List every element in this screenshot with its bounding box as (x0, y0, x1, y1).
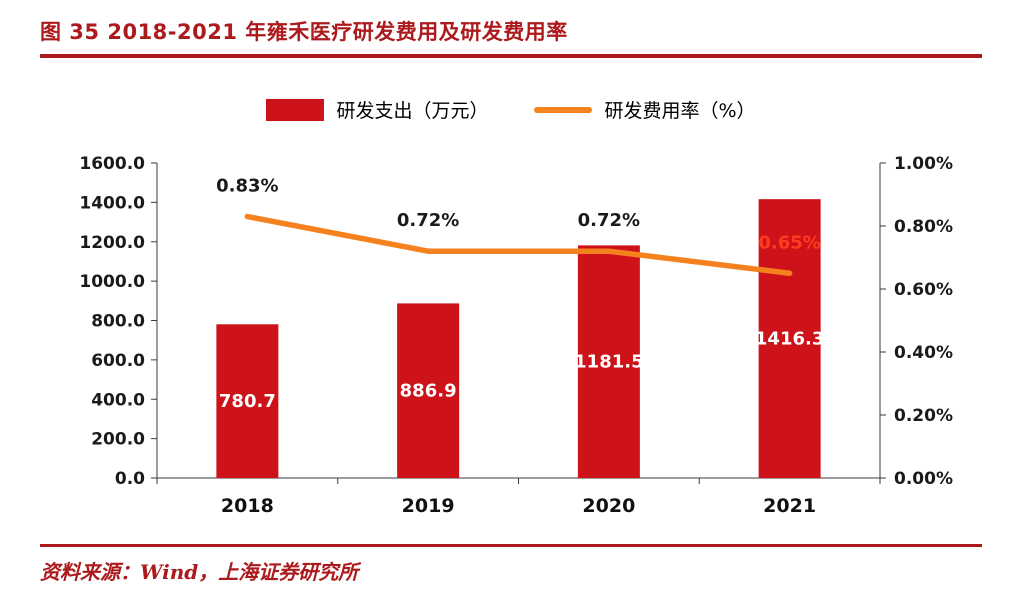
footer-divider (40, 544, 982, 547)
left-axis-tick-label: 1600.0 (79, 154, 145, 174)
line-series (244, 213, 793, 276)
title-divider (40, 54, 982, 58)
legend-item-bar-series: 研发支出（万元） (266, 96, 488, 123)
right-axis-tick-label: 1.00% (894, 154, 953, 174)
bar-value-label: 1181.5 (574, 352, 643, 373)
chart-canvas: 0.0 200.0 400.0 600.0 800.0 1000.0 1200.0 1400.… (79, 154, 953, 517)
figure-title: 图 35 2018-2021 年雍禾医疗研发费用及研发费用率 (40, 20, 568, 44)
right-axis-tick-label: 0.80% (894, 217, 953, 237)
bar-series-swatch (266, 98, 325, 121)
line-series-swatch (534, 106, 593, 113)
bar-value-label: 1416.3 (755, 329, 824, 350)
bar-value-label: 886.9 (400, 381, 457, 402)
x-axis-category-label: 2018 (221, 495, 274, 517)
right-axis-tick-label: 0.20% (894, 406, 953, 426)
line-point-label: 0.83% (216, 176, 278, 197)
chart-legend: 研发支出（万元） 研发费用率（%） (0, 96, 1022, 123)
bar-2019 (397, 303, 460, 478)
bar-value-label: 780.7 (219, 391, 276, 412)
chart: 0.0 200.0 400.0 600.0 800.0 1000.0 1200.0 1400.… (40, 148, 980, 530)
bar-2021 (758, 199, 821, 478)
bar-2018 (216, 324, 279, 478)
line-series-label: 研发费用率（%） (604, 100, 756, 122)
line-point-label: 0.65% (758, 232, 820, 253)
left-axis-tick-label: 1000.0 (79, 272, 145, 292)
right-axis-tick-label: 0.60% (894, 280, 953, 300)
line-point-label: 0.72% (578, 210, 640, 231)
right-axis-tick-label: 0.40% (894, 343, 953, 363)
left-axis-tick-label: 200.0 (91, 430, 145, 450)
left-axis-tick-label: 600.0 (91, 351, 145, 371)
left-axis-tick-label: 0.0 (115, 469, 145, 489)
left-axis-tick-label: 400.0 (91, 390, 145, 410)
x-axis-category-label: 2019 (402, 495, 455, 517)
bar-series-label: 研发支出（万元） (336, 100, 489, 122)
legend-item-line-series: 研发费用率（%） (534, 96, 756, 123)
left-axis-tick-label: 800.0 (91, 312, 145, 332)
x-axis-category-label: 2021 (763, 495, 816, 517)
line-point-label: 0.72% (397, 210, 459, 231)
x-axis-category-label: 2020 (582, 495, 635, 517)
bar-2020 (577, 245, 640, 478)
left-axis-tick-label: 1400.0 (79, 193, 145, 213)
right-axis-tick-label: 0.00% (894, 469, 953, 489)
source-note: 资料来源：Wind，上海证券研究所 (40, 560, 359, 584)
left-axis-tick-label: 1200.0 (79, 233, 145, 253)
